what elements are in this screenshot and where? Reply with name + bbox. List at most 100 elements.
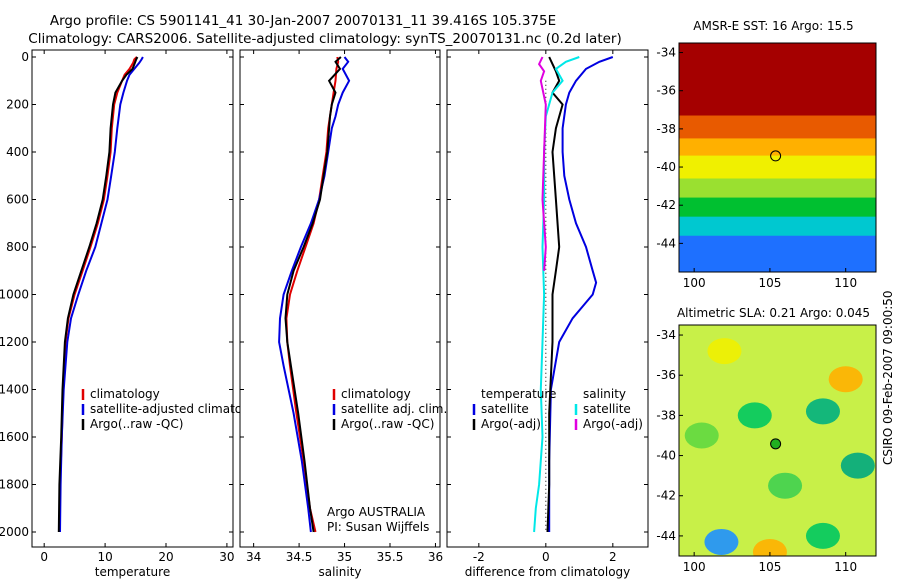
sst-map-band [679, 43, 876, 117]
temperature-xtick-label: 20 [158, 550, 173, 564]
salinity-annotation: Argo AUSTRALIA [327, 505, 426, 519]
sla-map-frame [678, 324, 877, 557]
temperature-xtick-label: 30 [219, 550, 234, 564]
salinity-legend-label: satellite adj. clim. [341, 402, 447, 416]
sst-map-ytick-label: -44 [656, 236, 676, 250]
sst-map-xtick-label: 100 [683, 276, 706, 290]
sla-map-ytick-label: -38 [656, 408, 676, 422]
sla-map-xtick-label: 105 [758, 560, 781, 574]
temperature-ytick-label: 2000 [0, 525, 29, 539]
sla-map-argo-location-marker [770, 438, 782, 450]
temperature-ytick-label: 1800 [0, 478, 29, 492]
difference-series-temperature-satellite [548, 56, 614, 532]
salinity-xlabel: salinity [318, 565, 361, 579]
sla-map-anomaly-blob [737, 402, 772, 429]
sla-map-anomaly-blob [768, 472, 803, 499]
sst-map-title: AMSR-E SST: 16 Argo: 15.5 [693, 19, 853, 33]
temperature-axes-box [31, 49, 234, 548]
salinity-series-argo-raw-qc- [284, 56, 342, 533]
salinity-axes-box [239, 49, 441, 548]
difference-legend-label: satellite [481, 402, 529, 416]
temperature-ytick-label: 600 [6, 193, 29, 207]
sst-map-band [679, 155, 876, 180]
sla-map-anomaly-blob [840, 452, 875, 479]
sst-map-band [679, 216, 876, 237]
sst-map-band [679, 178, 876, 199]
temperature-series-argo-raw-qc- [57, 56, 139, 533]
temperature-legend-label: satellite-adjusted climatology [90, 402, 268, 416]
difference-legend-label: satellite [583, 402, 631, 416]
temperature-ytick-label: 800 [6, 240, 29, 254]
difference-legend-heading: salinity [583, 387, 626, 401]
temperature-ytick-label: 200 [6, 98, 29, 112]
figure-title-line1: Argo profile: CS 5901141_41 30-Jan-2007 … [50, 13, 556, 29]
sst-map-ytick-label: -38 [656, 122, 676, 136]
temperature-ytick-label: 1000 [0, 288, 29, 302]
salinity-panel: 34 34.5 35 35.5 36 salinity climatologysatelli… [239, 49, 447, 579]
salinity-legend-label: climatology [341, 387, 411, 401]
temperature-legend-label: climatology [90, 387, 160, 401]
sst-map-band [679, 138, 876, 157]
temperature-xtick-label: 10 [97, 550, 112, 564]
sla-map-ytick-label: -42 [656, 489, 676, 503]
salinity-annotation: PI: Susan Wijffels [327, 520, 429, 534]
sst-map-band [679, 235, 876, 272]
difference-legend-label: Argo(-adj) [583, 417, 643, 431]
sla-map-ytick-label: -44 [656, 529, 676, 543]
salinity-xtick-label: 34.5 [286, 550, 313, 564]
salinity-series-satellite-adj-clim- [278, 56, 351, 533]
temperature-ytick-label: 1400 [0, 383, 29, 397]
salinity-xtick-label: 36 [428, 550, 443, 564]
salinity-legend-label: Argo(..raw -QC) [341, 417, 434, 431]
side-timestamp-label: CSIRO 09-Feb-2007 09:00:50 [881, 290, 895, 465]
sla-map-ytick-label: -36 [656, 368, 676, 382]
temperature-xtick-label: 0 [40, 550, 48, 564]
temperature-ytick-label: 1600 [0, 430, 29, 444]
sst-map-xtick-label: 105 [758, 276, 781, 290]
sst-map-band [679, 115, 876, 140]
sla-map-panel: Altimetric SLA: 0.21 Argo: 0.045-34 -36 -3… [656, 306, 877, 574]
temperature-panel: 0 200 400 600 800 1000 1200 1400 1600 1800 2000 0 10… [0, 49, 268, 579]
difference-xlabel: difference from climatology [465, 565, 631, 579]
difference-axes-box [446, 49, 649, 548]
sla-map-xtick-label: 100 [683, 560, 706, 574]
sst-map-ytick-label: -42 [656, 198, 676, 212]
difference-legend-label: Argo(-adj) [481, 417, 541, 431]
salinity-xtick-label: 35 [337, 550, 352, 564]
sst-map-ytick-label: -36 [656, 84, 676, 98]
sla-map-ytick-label: -34 [656, 328, 676, 342]
temperature-ytick-label: 400 [6, 145, 29, 159]
sla-map-xtick-label: 110 [834, 560, 857, 574]
difference-series-salinity-argo-adj- [537, 56, 547, 271]
sst-map-frame [678, 42, 877, 273]
sst-map-field [679, 43, 876, 272]
sla-map-anomaly-blob [752, 538, 787, 556]
difference-xtick-label: 2 [609, 550, 617, 564]
temperature-legend-label: Argo(..raw -QC) [90, 417, 183, 431]
sla-map-title: Altimetric SLA: 0.21 Argo: 0.045 [677, 306, 870, 320]
sst-map-ytick-label: -34 [656, 46, 676, 60]
sst-map-argo-location-marker [770, 150, 782, 162]
sla-map-field [679, 325, 876, 556]
difference-series-temperature-argo-adj- [546, 56, 564, 533]
temperature-ytick-label: 1200 [0, 335, 29, 349]
sla-map-anomaly-blob [684, 422, 719, 449]
salinity-xtick-label: 34 [246, 550, 261, 564]
temperature-series-satellite-adjusted-climatology [59, 56, 144, 533]
difference-legend-heading: temperature [481, 387, 556, 401]
difference-xtick-label: -2 [473, 550, 485, 564]
temperature-ytick-label: 0 [21, 50, 29, 64]
sla-map-anomaly-blob [704, 528, 739, 555]
sla-map-anomaly-blob [805, 522, 840, 549]
sst-map-band [679, 197, 876, 218]
sla-map-ytick-label: -40 [656, 449, 676, 463]
difference-xtick-label: 0 [542, 550, 550, 564]
figure-title-line2: Climatology: CARS2006. Satellite-adjuste… [28, 31, 621, 47]
sst-map-ytick-label: -40 [656, 160, 676, 174]
sst-map-panel: AMSR-E SST: 16 Argo: 15.5 -34 -36 -38 -40 -42… [656, 19, 877, 290]
sst-map-xtick-label: 110 [834, 276, 857, 290]
sla-map-anomaly-blob [707, 338, 742, 365]
salinity-xtick-label: 35.5 [377, 550, 404, 564]
